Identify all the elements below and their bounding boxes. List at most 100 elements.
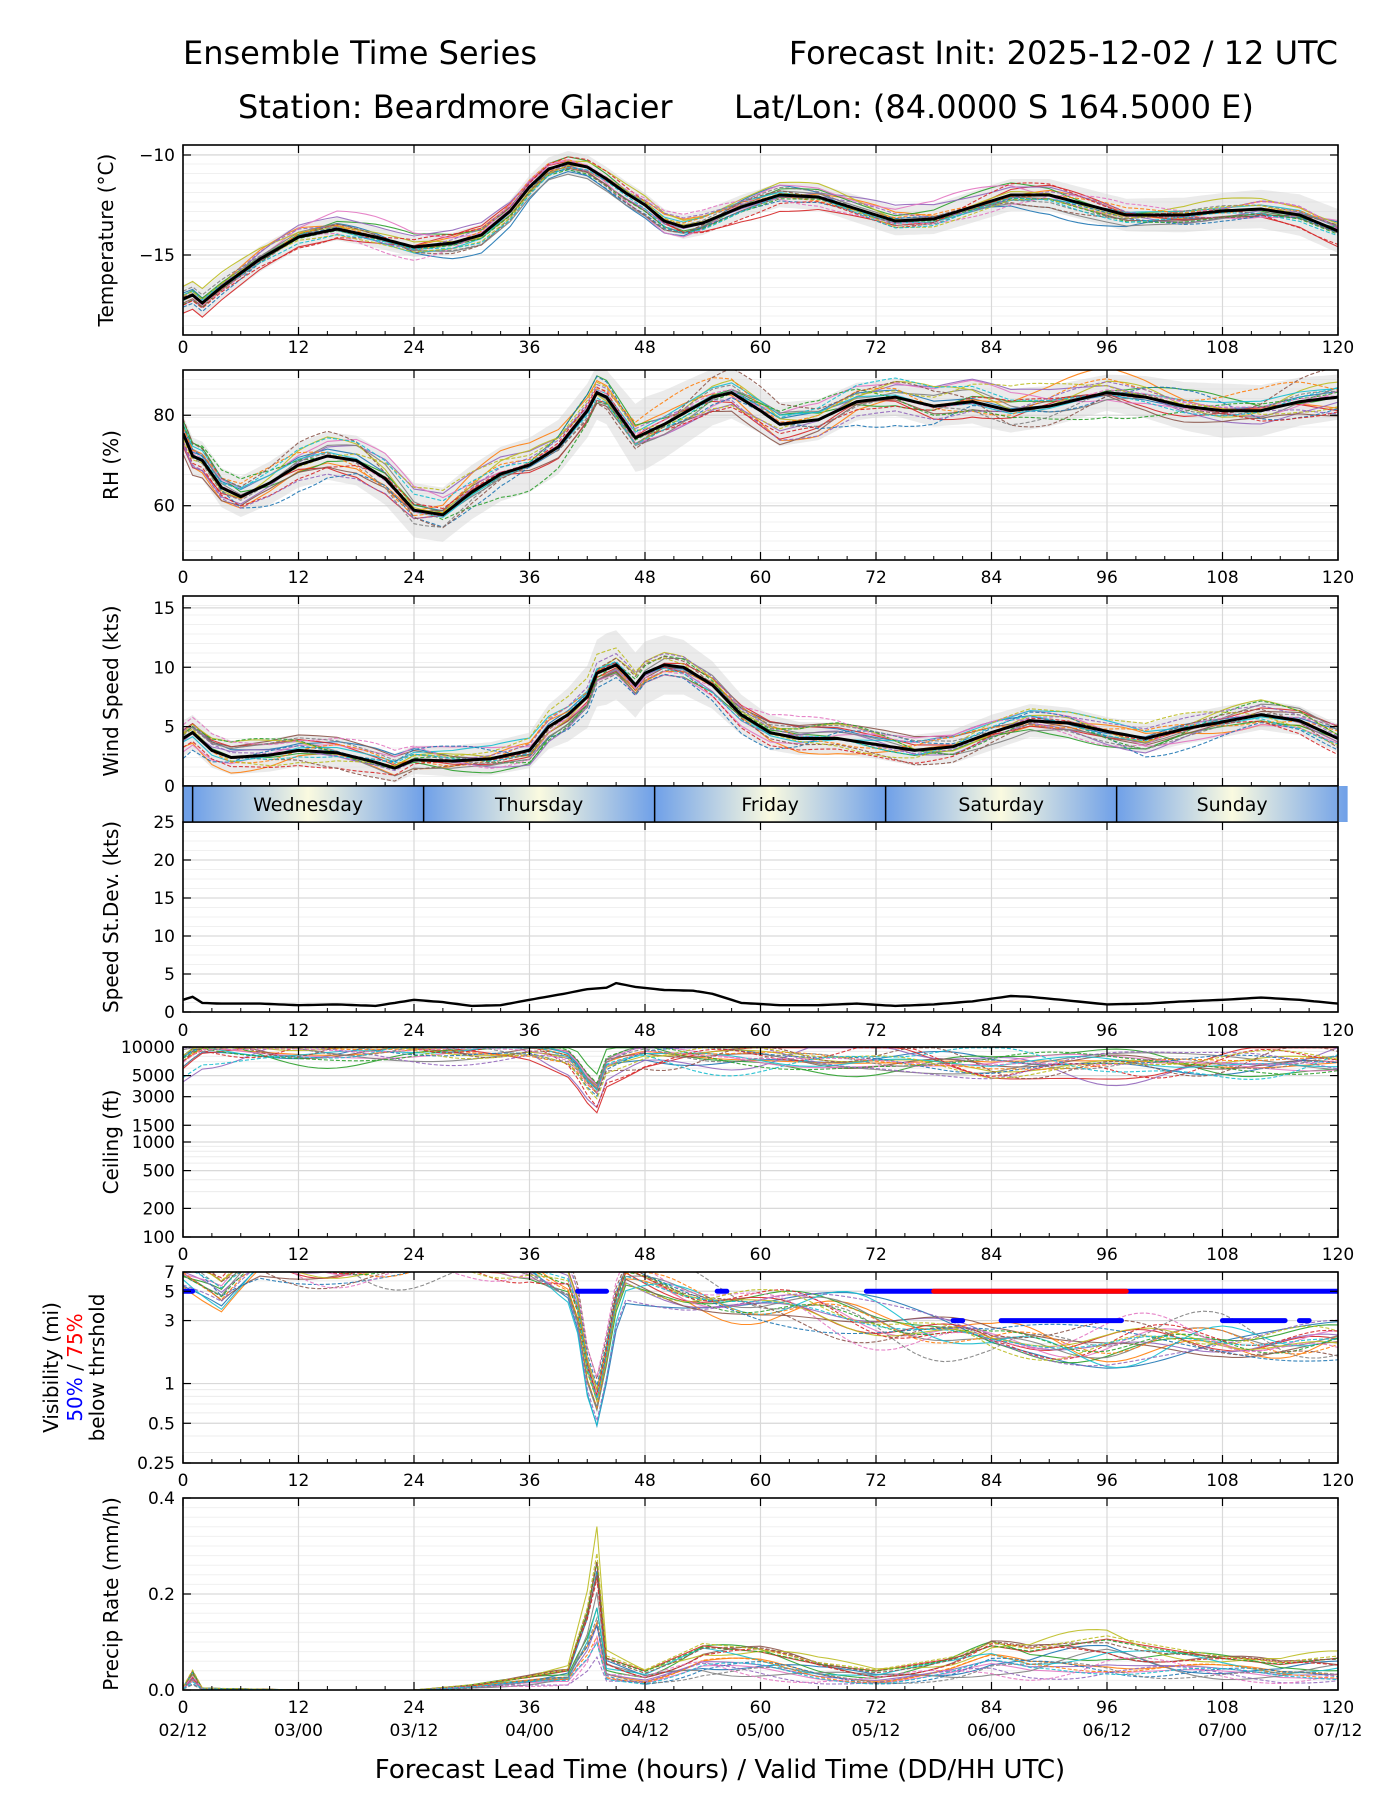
visibility-xtick-label: 60 bbox=[750, 1471, 772, 1491]
precip-xtick-label: 72 bbox=[865, 1698, 887, 1718]
speed_stdev-xtick-label: 36 bbox=[519, 1021, 541, 1041]
rh-xtick-label: 12 bbox=[288, 568, 310, 588]
speed_stdev-xtick-label: 120 bbox=[1322, 1021, 1354, 1041]
wind-member-line bbox=[183, 665, 1338, 769]
rh-member-line bbox=[183, 370, 1328, 529]
visibility-xtick-label: 36 bbox=[519, 1471, 541, 1491]
ceiling-xtick-label: 120 bbox=[1322, 1245, 1354, 1265]
rh-ytick-label: 80 bbox=[153, 406, 175, 426]
visibility-member-line bbox=[183, 1272, 1338, 1411]
latlon-title: Lat/Lon: (84.0000 S 164.5000 E) bbox=[734, 88, 1254, 126]
ceiling-xtick-label: 108 bbox=[1206, 1245, 1238, 1265]
valid-time-label: 02/12 bbox=[159, 1721, 208, 1741]
rh-member-line bbox=[183, 379, 1338, 499]
temperature-ylabel: Temperature (°C) bbox=[94, 154, 118, 328]
visibility-ytick-label: 5 bbox=[164, 1282, 175, 1302]
day-band: Wednesday Thursday Friday Saturday Sunday bbox=[182, 785, 1348, 823]
panel-rh: 60 80 0 12 24 36 48 60 72 84 96 108 120 RH (%) bbox=[99, 369, 1354, 588]
temperature-member-line bbox=[183, 173, 1338, 304]
ceiling-xtick-label: 36 bbox=[519, 1245, 541, 1265]
precip-xtick-label: 60 bbox=[750, 1698, 772, 1718]
visibility-member-line bbox=[211, 1272, 1338, 1382]
temperature-member-line bbox=[183, 165, 1338, 304]
speed_stdev-ytick-label: 0 bbox=[164, 1003, 175, 1023]
wind-member-line bbox=[183, 673, 1338, 763]
ceiling-member-line bbox=[183, 1047, 1338, 1091]
ceiling-xtick-label: 0 bbox=[178, 1245, 189, 1265]
temperature-xtick-label: 0 bbox=[178, 338, 189, 358]
day-band-segment bbox=[885, 786, 1117, 822]
valid-time-label: 05/12 bbox=[852, 1721, 901, 1741]
station-title: Station: Beardmore Glacier bbox=[238, 88, 673, 126]
visibility-member-line bbox=[291, 1272, 1338, 1380]
day-label: Friday bbox=[741, 794, 799, 816]
visibility-xtick-label: 84 bbox=[981, 1471, 1003, 1491]
speed_stdev-xtick-label: 72 bbox=[865, 1021, 887, 1041]
temperature-member-line bbox=[183, 166, 1338, 305]
visibility-member-line bbox=[204, 1272, 1338, 1404]
wind-ylabel: Wind Speed (kts) bbox=[99, 605, 123, 776]
precip-xtick-label: 84 bbox=[981, 1698, 1003, 1718]
speed_stdev-xtick-label: 12 bbox=[288, 1021, 310, 1041]
visibility-member-line bbox=[183, 1272, 1338, 1424]
rh-mean-line bbox=[183, 390, 1338, 517]
panels-layer: −10−150 12 24 36 48 60 72 84 96 108 120Temperature… bbox=[39, 144, 1363, 1741]
precip-member-line bbox=[183, 1641, 1338, 1690]
precip-member-line bbox=[183, 1570, 1338, 1690]
ceiling-ytick-label: 5000 bbox=[132, 1067, 175, 1087]
speed_stdev-ytick-label: 25 bbox=[153, 813, 175, 833]
wind-member-line bbox=[183, 655, 1338, 782]
wind-spread-band bbox=[183, 630, 1338, 783]
rh-member-line bbox=[183, 381, 1338, 520]
temperature-member-line bbox=[183, 159, 1338, 307]
temperature-mean-line bbox=[183, 161, 1338, 305]
temperature-xtick-label: 108 bbox=[1206, 338, 1238, 358]
wind-ytick-label: 15 bbox=[153, 599, 175, 619]
ceiling-xtick-label: 48 bbox=[634, 1245, 656, 1265]
panel-precip: 0.0 0.2 0.4 0 12 24 36 48 60 72 84 96 108 120 Precip R… bbox=[99, 1489, 1354, 1718]
rh-xtick-label: 36 bbox=[519, 568, 541, 588]
precip-ytick-label: 0.4 bbox=[148, 1489, 175, 1509]
precip-member-line bbox=[183, 1553, 1338, 1690]
rh-ytick-label: 60 bbox=[153, 497, 175, 517]
temperature-member-line bbox=[183, 164, 1338, 301]
temperature-member-line bbox=[183, 169, 1338, 309]
day-label: Saturday bbox=[958, 794, 1044, 816]
visibility-xtick-label: 108 bbox=[1206, 1471, 1238, 1491]
ceiling-xtick-label: 60 bbox=[750, 1245, 772, 1265]
ceiling-xtick-label: 84 bbox=[981, 1245, 1003, 1265]
visibility-ytick-label: 1 bbox=[164, 1375, 175, 1395]
visibility-member-line bbox=[183, 1272, 1338, 1402]
rh-xtick-label: 0 bbox=[178, 568, 189, 588]
visibility-xtick-label: 0 bbox=[178, 1471, 189, 1491]
speed_stdev-xtick-label: 0 bbox=[178, 1021, 189, 1041]
title-left: Ensemble Time Series bbox=[183, 34, 537, 72]
valid-time-label: 04/12 bbox=[621, 1721, 670, 1741]
speed_stdev-xtick-label: 24 bbox=[403, 1021, 425, 1041]
valid-time-label: 06/00 bbox=[967, 1721, 1016, 1741]
rh-data bbox=[183, 370, 1338, 542]
speed_stdev-ytick-label: 10 bbox=[153, 927, 175, 947]
precip-xtick-label: 108 bbox=[1206, 1698, 1238, 1718]
ceiling-ytick-label: 200 bbox=[143, 1199, 175, 1219]
ceiling-ytick-label: 100 bbox=[143, 1228, 175, 1248]
day-band-segment bbox=[183, 786, 193, 822]
day-band-segment bbox=[654, 786, 886, 822]
speed_stdev-xtick-label: 48 bbox=[634, 1021, 656, 1041]
temperature-xtick-label: 36 bbox=[519, 338, 541, 358]
temperature-data bbox=[183, 151, 1338, 318]
temperature-xtick-label: 12 bbox=[288, 338, 310, 358]
wind-data bbox=[183, 630, 1338, 783]
day-label: Sunday bbox=[1197, 794, 1268, 816]
valid-time-label: 06/12 bbox=[1083, 1721, 1132, 1741]
precip-ytick-label: 0.2 bbox=[148, 1585, 175, 1605]
rh-spread-band bbox=[183, 370, 1338, 542]
visibility-ytick-label: 0.25 bbox=[137, 1454, 175, 1474]
wind-ytick-label: 5 bbox=[164, 718, 175, 738]
valid-time-label: 03/00 bbox=[274, 1721, 323, 1741]
visibility-member-line bbox=[183, 1272, 1338, 1410]
wind-member-line bbox=[183, 673, 1338, 765]
rh-xtick-label: 48 bbox=[634, 568, 656, 588]
precip-xtick-label: 96 bbox=[1096, 1698, 1118, 1718]
ceiling-ylabel: Ceiling (ft) bbox=[99, 1090, 123, 1195]
